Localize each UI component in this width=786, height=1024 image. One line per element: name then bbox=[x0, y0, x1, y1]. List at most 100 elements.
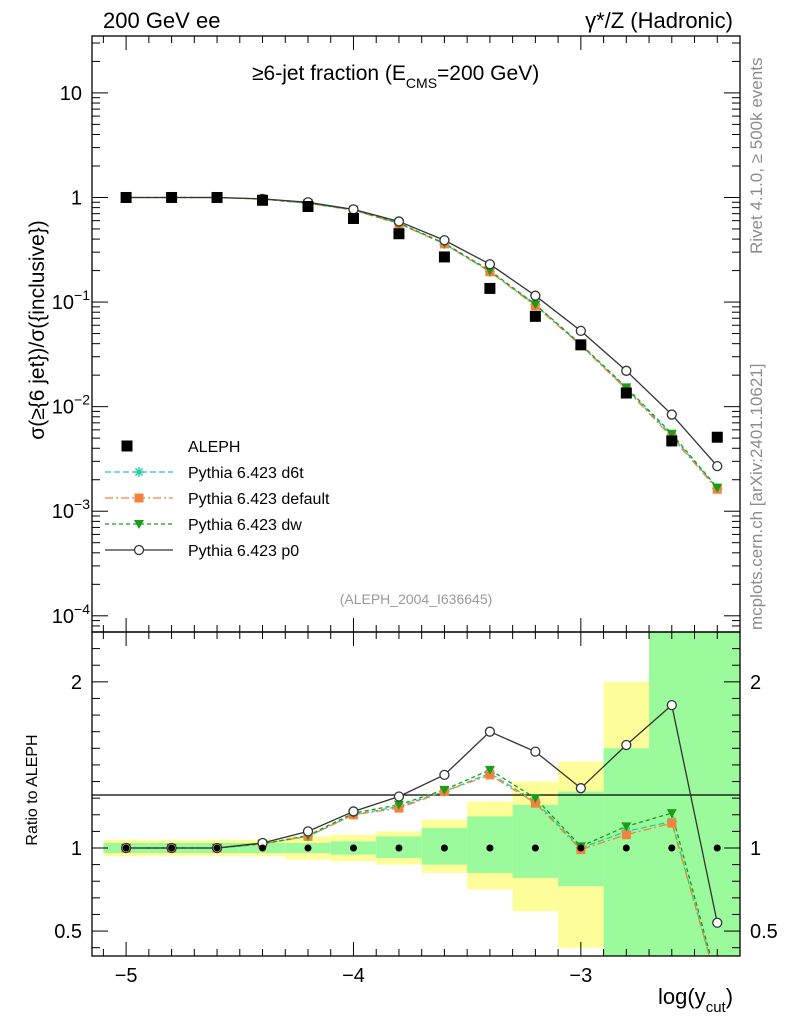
chart-title-prefix: ≥6-jet fraction (E bbox=[252, 62, 406, 85]
ratio-point-s2-7 bbox=[439, 785, 450, 795]
data-point-4 bbox=[302, 200, 314, 212]
x-tick-label: −4 bbox=[342, 965, 365, 987]
y-tick-label: 10 bbox=[60, 83, 82, 105]
y-tick-label: 10−1 bbox=[52, 287, 90, 314]
ratio-series-line-3 bbox=[126, 703, 718, 923]
ratio-point-s3-6 bbox=[393, 791, 405, 802]
legend-label-3: Pythia 6.423 p0 bbox=[188, 543, 299, 560]
main-point-s3-7 bbox=[439, 235, 450, 246]
legend-label-2: Pythia 6.423 dw bbox=[188, 517, 302, 534]
ratio-y-tick-label-right: 0.5 bbox=[750, 921, 778, 943]
ratio-point-s3-10 bbox=[575, 783, 586, 794]
main-point-s3-6 bbox=[393, 216, 405, 227]
ratio-point-s3-13 bbox=[712, 917, 723, 928]
ratio-data-point-2 bbox=[213, 844, 221, 852]
data-point-2 bbox=[211, 191, 223, 203]
legend-label-0: Pythia 6.423 d6t bbox=[188, 465, 304, 482]
ratio-series-line-0 bbox=[126, 772, 711, 956]
x-axis-label-end: ) bbox=[726, 984, 733, 1009]
ratio-point-s3-5 bbox=[348, 806, 359, 817]
ratio-point-s2-6 bbox=[393, 800, 404, 810]
ratio-data-point-4 bbox=[304, 844, 312, 852]
x-axis-label-main: log(y bbox=[658, 984, 706, 1009]
ratio-point-s3-12 bbox=[666, 699, 677, 711]
ratio-y-tick-label-left: 1 bbox=[71, 838, 82, 860]
x-tick-label: −5 bbox=[115, 965, 138, 987]
ratio-point-s2-11 bbox=[621, 822, 632, 832]
x-axis-label: log(ycut) bbox=[658, 984, 733, 1016]
x-tick-label: −3 bbox=[569, 965, 592, 987]
ratio-data-point-10 bbox=[577, 844, 585, 852]
ratio-point-s1-12 bbox=[667, 818, 677, 828]
data-point-3 bbox=[257, 194, 269, 206]
ratio-point-s3-11 bbox=[621, 739, 632, 751]
ratio-data-point-7 bbox=[440, 844, 448, 852]
ratio-point-s3-7 bbox=[439, 769, 450, 781]
ratio-data-point-9 bbox=[531, 844, 539, 852]
chart-title: ≥6-jet fraction (ECMS=200 GeV) bbox=[252, 62, 539, 91]
data-point-13 bbox=[711, 431, 723, 443]
ratio-y-tick-label-left: 2 bbox=[71, 672, 82, 694]
legend-marker-2 bbox=[134, 520, 144, 529]
legend-marker-1 bbox=[134, 493, 144, 503]
legend: ALEPH Pythia 6.423 d6t Pythia 6.423 defaul… bbox=[105, 439, 330, 560]
y-axis-label-ratio: Ratio to ALEPH bbox=[24, 734, 41, 845]
ratio-point-s3-9 bbox=[530, 746, 541, 757]
ratio-y-tick-label-right: 1 bbox=[750, 838, 761, 860]
ratio-point-s2-8 bbox=[484, 765, 495, 775]
band-inner-bin bbox=[694, 632, 740, 956]
band-inner-bin bbox=[603, 748, 650, 956]
main-point-s3-8 bbox=[484, 259, 496, 270]
header-right: γ*/Z (Hadronic) bbox=[585, 8, 733, 33]
data-point-1 bbox=[166, 191, 178, 203]
legend-marker-data bbox=[121, 440, 133, 452]
data-point-5 bbox=[347, 212, 359, 224]
data-point-9 bbox=[529, 310, 541, 322]
main-point-s3-9 bbox=[530, 290, 541, 301]
ratio-data-point-12 bbox=[668, 844, 676, 852]
ratio-y-tick-label-right: 2 bbox=[750, 672, 761, 694]
data-point-10 bbox=[575, 339, 587, 351]
ratio-data-point-5 bbox=[349, 844, 357, 852]
data-point-12 bbox=[666, 435, 678, 447]
ratio-data-point-3 bbox=[259, 844, 267, 852]
data-point-7 bbox=[438, 251, 450, 263]
data-point-6 bbox=[393, 228, 405, 240]
band-inner-bin bbox=[649, 632, 695, 956]
main-point-s3-12 bbox=[666, 409, 677, 420]
y-tick-label: 1 bbox=[71, 187, 82, 209]
chart-title-suffix: =200 GeV) bbox=[437, 62, 539, 85]
main-point-s2-13 bbox=[712, 483, 723, 493]
main-point-s3-10 bbox=[575, 325, 586, 337]
y-tick-label: 10−2 bbox=[52, 392, 90, 419]
band-inner-bin bbox=[558, 791, 604, 887]
legend-label-data: ALEPH bbox=[188, 439, 240, 456]
data-point-0 bbox=[120, 191, 132, 203]
ratio-data-point-1 bbox=[168, 844, 176, 852]
main-point-s3-13 bbox=[712, 460, 723, 472]
main-point-s3-5 bbox=[348, 204, 359, 215]
legend-marker-0 bbox=[134, 467, 144, 477]
ratio-y-tick-label-left: 0.5 bbox=[54, 921, 82, 943]
ratio-point-s3-8 bbox=[484, 726, 496, 737]
rivet-label: Rivet 4.1.0, ≥ 500k events bbox=[747, 58, 766, 254]
main-point-s3-11 bbox=[621, 365, 632, 376]
ratio-data-point-11 bbox=[622, 844, 630, 852]
analysis-tag: (ALEPH_2004_I636645) bbox=[340, 591, 493, 607]
band-inner-bin bbox=[512, 804, 559, 878]
ratio-point-s2-9 bbox=[530, 794, 541, 804]
ratio-point-s3-4 bbox=[302, 826, 314, 837]
y-tick-label: 10−3 bbox=[52, 496, 90, 523]
data-point-8 bbox=[484, 282, 496, 294]
ratio-data-point-6 bbox=[395, 844, 403, 852]
ratio-data-point-0 bbox=[122, 844, 130, 852]
ratio-point-s2-12 bbox=[666, 809, 677, 819]
ratio-data-point-8 bbox=[486, 844, 494, 852]
main-point-s2-8 bbox=[484, 266, 495, 276]
mcplots-label: mcplots.cern.ch [arXiv:2401.10621] bbox=[747, 364, 766, 630]
main-point-s2-12 bbox=[666, 429, 677, 439]
legend-marker-3 bbox=[133, 544, 145, 556]
y-tick-label: 10−4 bbox=[52, 601, 90, 628]
y-axis-label-main: σ(≥{6 jet})/σ({inclusive}) bbox=[26, 220, 49, 440]
